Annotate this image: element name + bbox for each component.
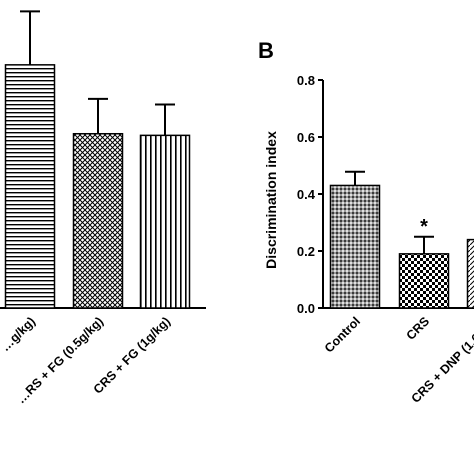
bar xyxy=(466,238,474,309)
panel-a-chart: …g/kg)…RS + FG (0.5g/kg)CRS + FG (1g/kg) xyxy=(0,10,206,406)
y-tick-label: 0.6 xyxy=(297,130,315,145)
x-tick-label: Control xyxy=(322,314,363,355)
y-tick-label: 0.2 xyxy=(297,244,315,259)
bar xyxy=(398,253,450,309)
x-tick-label: CRS xyxy=(404,314,433,343)
y-tick-label: 0.4 xyxy=(297,187,316,202)
y-tick-label: 0.0 xyxy=(297,301,315,316)
bar xyxy=(4,64,56,309)
bar xyxy=(139,134,191,309)
bar xyxy=(72,132,124,309)
x-tick-label: …g/kg) xyxy=(0,314,38,354)
panel-b-label: B xyxy=(258,38,274,63)
panel-b-y-axis-label: Discrimination index xyxy=(263,131,279,269)
significance-marker: * xyxy=(420,216,428,238)
y-tick-label: 0.8 xyxy=(297,73,315,88)
bar xyxy=(329,184,381,309)
